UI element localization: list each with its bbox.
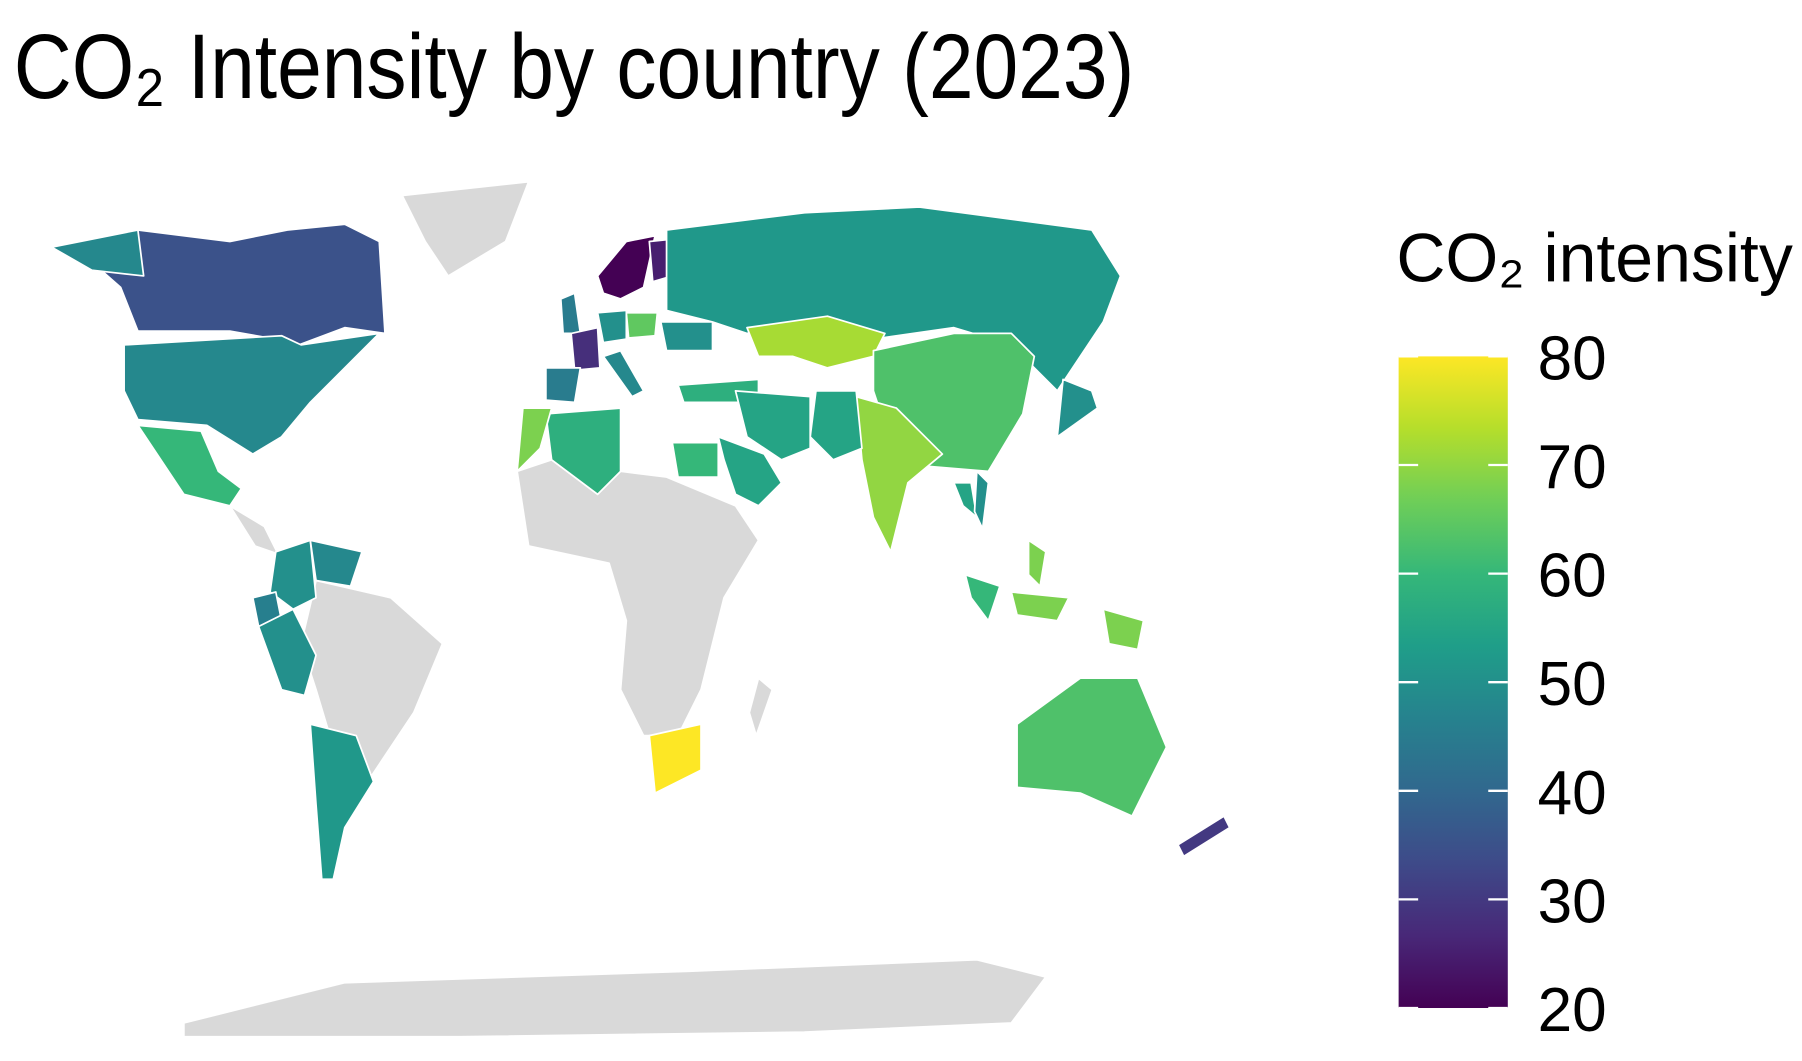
chart-title: CO₂ Intensity by country (2023) [14, 16, 1135, 118]
country [516, 407, 553, 473]
country [1010, 591, 1070, 622]
country [257, 608, 317, 697]
colorbar-tick-label: 40 [1538, 759, 1607, 828]
colorbar-tick-label: 50 [1538, 650, 1607, 719]
country [1102, 608, 1145, 651]
no-data-region [228, 504, 279, 555]
country [648, 723, 702, 794]
country [596, 309, 628, 344]
country [1177, 815, 1231, 858]
country [309, 539, 363, 588]
legend-title: CO₂ intensity [1396, 220, 1793, 297]
no-data-region [401, 180, 530, 277]
country [570, 326, 601, 372]
country [809, 390, 863, 461]
country [964, 573, 1001, 622]
data-regions [50, 206, 1231, 881]
country [269, 539, 317, 611]
colorbar-tick-label: 80 [1538, 324, 1607, 393]
country [717, 435, 783, 507]
country [137, 424, 243, 507]
country [596, 234, 656, 300]
colorbar-tick-label: 70 [1538, 433, 1607, 502]
country [559, 292, 582, 335]
colorbar-tick-label: 60 [1538, 542, 1607, 611]
country [309, 723, 375, 881]
country [1027, 539, 1047, 588]
colorbar: 20 30 40 50 60 70 80 [1398, 324, 1607, 1045]
country [746, 315, 886, 369]
country [50, 229, 381, 455]
country [625, 311, 659, 339]
country [545, 407, 622, 496]
colorbar-tick-label: 30 [1538, 867, 1607, 936]
country [855, 395, 944, 553]
country [671, 441, 720, 478]
no-data-region [516, 458, 760, 737]
country [1056, 378, 1099, 438]
colorbar-tick-label: 20 [1538, 976, 1607, 1045]
country [545, 367, 582, 404]
country [602, 349, 645, 398]
country [953, 481, 978, 519]
no-data-region [748, 677, 774, 737]
country [734, 390, 812, 461]
no-data-region [183, 958, 1047, 1038]
country [973, 470, 990, 530]
country [1016, 677, 1168, 817]
country [659, 321, 714, 352]
